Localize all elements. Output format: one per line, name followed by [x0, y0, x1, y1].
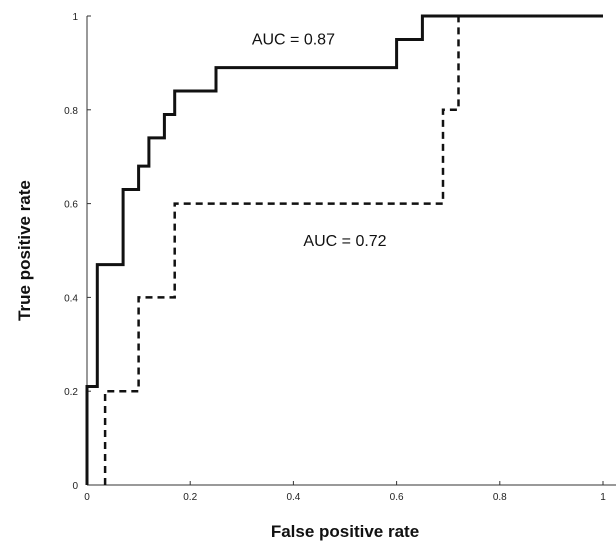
ticks-layer: 0 0.2 0.4 0.6 0.8 1 0 0.2 0.4 0.6 0.8 1 — [64, 12, 606, 503]
roc-curve-dashed — [103, 14, 603, 485]
y-tick-label: 0 — [72, 481, 78, 492]
y-tick-label: 0.2 — [64, 387, 78, 398]
x-tick-label: 0.8 — [493, 492, 507, 503]
x-tick-label: 0.4 — [286, 492, 300, 503]
auc-annotation: AUC = 0.72 — [303, 233, 386, 250]
series-layer — [85, 14, 603, 485]
y-tick-label: 0.6 — [64, 200, 78, 211]
y-tick-label: 0.4 — [64, 293, 78, 304]
y-tick-label: 1 — [72, 12, 78, 23]
y-tick-label: 0.8 — [64, 106, 78, 117]
x-tick-label: 1 — [600, 492, 606, 503]
y-axis-title: True positive rate — [15, 180, 34, 321]
annotation-layer: AUC = 0.87 AUC = 0.72 — [252, 31, 387, 250]
axes-layer — [86, 16, 616, 486]
x-tick-label: 0 — [84, 492, 90, 503]
x-tick-label: 0.6 — [390, 492, 404, 503]
auc-annotation: AUC = 0.87 — [252, 31, 335, 48]
x-tick-label: 0.2 — [183, 492, 197, 503]
roc-curve-solid — [85, 14, 603, 485]
x-axis-title: False positive rate — [271, 522, 419, 541]
